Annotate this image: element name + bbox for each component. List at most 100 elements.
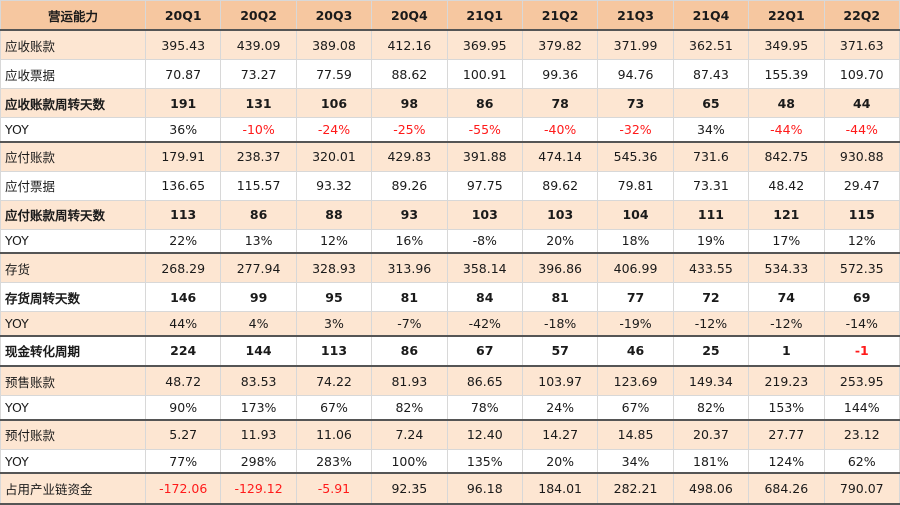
value-cell: 396.86 [521, 252, 599, 284]
value-cell: 48 [748, 88, 825, 119]
value-cell: 84 [446, 282, 523, 313]
value-cell: 67% [597, 395, 674, 421]
value-cell: 86 [371, 334, 448, 367]
value-cell: 81 [521, 282, 599, 313]
value-cell: 90% [144, 395, 222, 421]
value-cell: -12% [672, 311, 750, 337]
value-cell: 842.75 [748, 140, 825, 172]
value-cell: 433.55 [672, 252, 750, 284]
value-cell: -12% [748, 311, 825, 337]
value-cell: 94.76 [597, 59, 674, 90]
value-cell: 82% [371, 395, 448, 421]
value-cell: 362.51 [672, 29, 750, 61]
value-cell: 74.22 [295, 365, 373, 397]
value-cell: 23.12 [823, 418, 900, 450]
value-cell: 72 [672, 282, 750, 313]
table-row: 应付账款周转天数 113 86 88 93 103 103 104 111 121 115 [0, 199, 900, 230]
value-cell: 73 [597, 88, 674, 119]
value-cell: 391.88 [446, 140, 523, 172]
value-cell: -7% [371, 311, 448, 337]
value-cell: 83.53 [220, 365, 297, 397]
table-row: 应收账款 395.43 439.09 389.08 412.16 369.95 379.82… [0, 29, 900, 61]
value-cell: 320.01 [295, 140, 373, 172]
value-cell: 389.08 [295, 29, 373, 61]
value-cell: -5.91 [295, 472, 373, 505]
value-cell: -40% [521, 117, 599, 143]
value-cell: 73.31 [672, 170, 750, 201]
table-body: 应收账款 395.43 439.09 389.08 412.16 369.95 379.82… [0, 29, 900, 505]
value-cell: 5.27 [144, 418, 222, 450]
value-cell: 48.72 [144, 365, 222, 397]
value-cell: 123.69 [597, 365, 674, 397]
value-cell: 219.23 [748, 365, 825, 397]
value-cell: 34% [672, 117, 750, 143]
value-cell: 73.27 [220, 59, 297, 90]
value-cell: 358.14 [446, 252, 523, 284]
value-cell: 136.65 [144, 170, 222, 201]
row-label: 应收账款周转天数 [0, 88, 146, 119]
value-cell: 268.29 [144, 252, 222, 284]
row-label: 应付账款周转天数 [0, 199, 146, 230]
value-cell: 313.96 [371, 252, 448, 284]
value-cell: 34% [597, 449, 674, 474]
value-cell: 144% [823, 395, 900, 421]
row-label: 应收票据 [0, 59, 146, 90]
value-cell: -24% [295, 117, 373, 143]
header-period-cell: 22Q2 [823, 0, 900, 31]
value-cell: 86.65 [446, 365, 523, 397]
table-row: 应付账款 179.91 238.37 320.01 429.83 391.88 474.14… [0, 140, 900, 172]
value-cell: 103 [521, 199, 599, 230]
value-cell: 572.35 [823, 252, 900, 284]
header-row: 营运能力 20Q1 20Q2 20Q3 20Q4 21Q1 21Q2 21Q3 21Q4 22Q1… [0, 0, 900, 31]
table-row: 占用产业链资金 -172.06 -129.12 -5.91 92.35 96.18 184.… [0, 472, 900, 505]
value-cell: 79.81 [597, 170, 674, 201]
header-period-cell: 20Q4 [371, 0, 448, 31]
value-cell: 109.70 [823, 59, 900, 90]
value-cell: 224 [144, 334, 222, 367]
value-cell: 144 [220, 334, 297, 367]
value-cell: 412.16 [371, 29, 448, 61]
value-cell: 88 [295, 199, 373, 230]
value-cell: -10% [220, 117, 297, 143]
value-cell: 86 [446, 88, 523, 119]
value-cell: 77% [144, 449, 222, 474]
value-cell: 82% [672, 395, 750, 421]
value-cell: 103.97 [521, 365, 599, 397]
table-row: YOY 44% 4% 3% -7% -42% -18% -19% -12% -12% -14% [0, 311, 900, 337]
table-row: YOY 22% 13% 12% 16% -8% 20% 18% 19% 17% 12% [0, 228, 900, 254]
value-cell: 81 [371, 282, 448, 313]
value-cell: 124% [748, 449, 825, 474]
value-cell: 369.95 [446, 29, 523, 61]
table-row: 预付账款 5.27 11.93 11.06 7.24 12.40 14.27 14.85 20.… [0, 418, 900, 450]
value-cell: 93 [371, 199, 448, 230]
value-cell: -172.06 [144, 472, 222, 505]
value-cell: 298% [220, 449, 297, 474]
value-cell: -32% [597, 117, 674, 143]
value-cell: 103 [446, 199, 523, 230]
header-label-cell: 营运能力 [0, 0, 146, 31]
value-cell: 24% [521, 395, 599, 421]
row-label: 存货周转天数 [0, 282, 146, 313]
value-cell: 181% [672, 449, 750, 474]
value-cell: 86 [220, 199, 297, 230]
value-cell: -129.12 [220, 472, 297, 505]
value-cell: 13% [220, 228, 297, 254]
value-cell: 179.91 [144, 140, 222, 172]
row-label: 应付票据 [0, 170, 146, 201]
value-cell: 96.18 [446, 472, 523, 505]
value-cell: 14.27 [521, 418, 599, 450]
value-cell: 99.36 [521, 59, 599, 90]
row-label: YOY [0, 395, 146, 421]
row-label: 存货 [0, 252, 146, 284]
value-cell: 44% [144, 311, 222, 337]
table-row: 应收账款周转天数 191 131 106 98 86 78 73 65 48 44 [0, 88, 900, 119]
table-row: 存货 268.29 277.94 328.93 313.96 358.14 396.86 40… [0, 252, 900, 284]
row-label: 应付账款 [0, 140, 146, 172]
value-cell: 93.32 [295, 170, 373, 201]
row-label: 预售账款 [0, 365, 146, 397]
value-cell: -44% [823, 117, 900, 143]
value-cell: -1 [823, 334, 900, 367]
value-cell: 545.36 [597, 140, 674, 172]
header-period-cell: 21Q2 [521, 0, 599, 31]
value-cell: 349.95 [748, 29, 825, 61]
